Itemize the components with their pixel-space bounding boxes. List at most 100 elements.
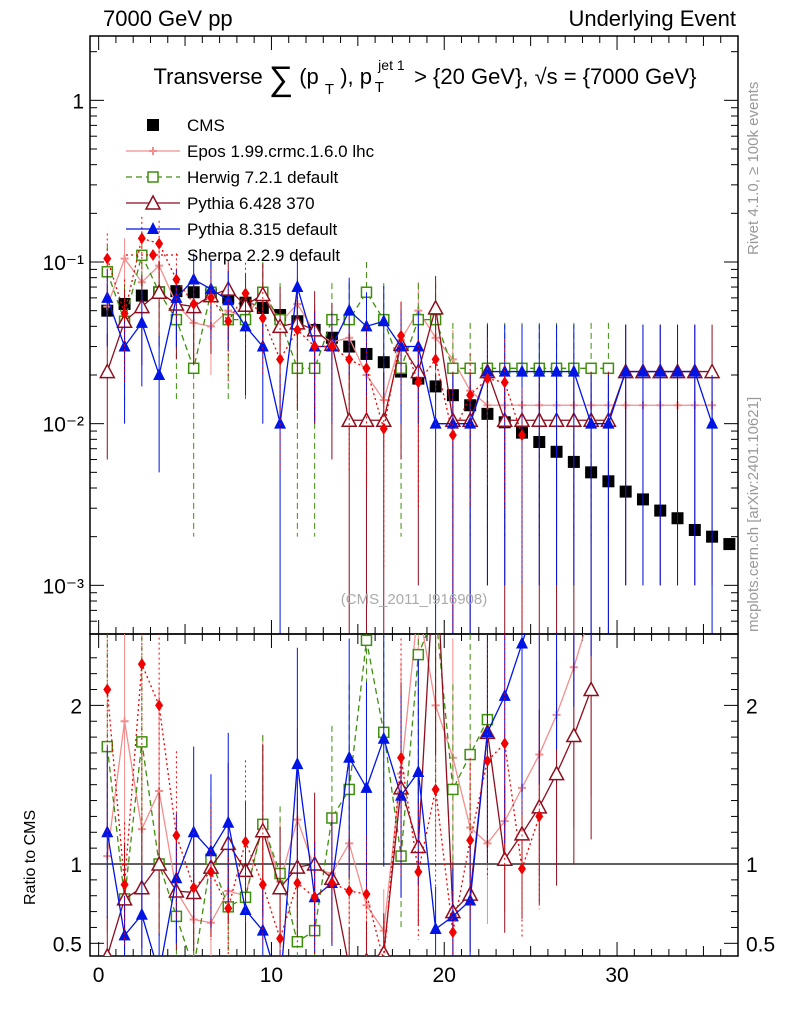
data-point bbox=[153, 368, 166, 381]
ratio-point bbox=[447, 783, 459, 796]
legend-label: Sherpa 2.2.9 default bbox=[187, 246, 340, 265]
mcplots-label: mcplots.cern.ch [arXiv:2401.10621] bbox=[745, 396, 762, 632]
data-point bbox=[500, 376, 509, 389]
data-point bbox=[343, 303, 356, 316]
ratio-point bbox=[276, 932, 285, 945]
ratio-point bbox=[565, 726, 583, 743]
ratio-ylabel: Ratio to CMS bbox=[22, 809, 39, 905]
ratio-point bbox=[155, 699, 164, 712]
data-point bbox=[360, 319, 373, 332]
ratio-point bbox=[412, 648, 425, 661]
y-tick-label: 1 bbox=[72, 90, 84, 113]
legend-label: Epos 1.99.crmc.1.6.0 lhc bbox=[187, 142, 375, 161]
ratio-line bbox=[106, 634, 592, 956]
ratio-series-layer bbox=[101, 634, 600, 978]
data-point bbox=[585, 416, 598, 429]
ratio-point bbox=[241, 835, 250, 848]
header-left: 7000 GeV pp bbox=[103, 6, 233, 31]
x-tick-label: 30 bbox=[605, 964, 628, 987]
ratio-point bbox=[327, 877, 336, 890]
data-point bbox=[516, 364, 528, 377]
ratio-point bbox=[446, 909, 459, 922]
title-pjet-sub: T bbox=[375, 79, 384, 96]
ratio-point bbox=[258, 878, 267, 891]
data-point bbox=[358, 411, 375, 427]
data-point bbox=[204, 282, 217, 295]
data-point bbox=[481, 364, 494, 377]
data-point bbox=[619, 364, 632, 377]
data-point bbox=[135, 315, 148, 328]
ratio-point bbox=[382, 954, 385, 956]
ratio-point bbox=[414, 865, 423, 878]
data-point bbox=[327, 340, 336, 353]
data-point bbox=[345, 353, 354, 366]
data-point bbox=[671, 364, 684, 377]
ratio-point bbox=[136, 736, 148, 748]
title-pre: Transverse bbox=[154, 64, 263, 89]
ratio-point bbox=[120, 878, 129, 891]
data-point bbox=[377, 314, 390, 327]
legend-label: Pythia 8.315 default bbox=[187, 220, 338, 239]
ratio-point bbox=[189, 881, 198, 894]
data-point bbox=[414, 376, 423, 389]
y-tick-label: 10⁻² bbox=[43, 414, 84, 437]
ratio-point bbox=[377, 944, 391, 956]
data-point bbox=[431, 353, 440, 366]
ratio-point bbox=[360, 634, 373, 647]
ratio-y-tick-label: 0.5 bbox=[53, 933, 82, 956]
ratio-panel: 0 10 20 30 0.5 0.5 1 1 2 2 bbox=[53, 633, 775, 987]
data-point bbox=[256, 339, 269, 352]
ratio-point bbox=[222, 815, 235, 828]
data-point bbox=[379, 422, 388, 435]
data-point bbox=[271, 317, 289, 334]
data-point bbox=[137, 232, 146, 245]
ratio-series-sherpa-2-2-9-default bbox=[103, 634, 544, 956]
data-point bbox=[239, 319, 252, 332]
ratio-point bbox=[206, 865, 215, 878]
data-point bbox=[291, 280, 304, 293]
data-point bbox=[189, 297, 198, 310]
y-tick-label: 10⁻¹ bbox=[43, 252, 84, 275]
x-tick-label: 20 bbox=[433, 964, 456, 987]
ratio-point bbox=[429, 922, 442, 935]
ratio-point bbox=[481, 725, 494, 738]
data-point bbox=[362, 362, 371, 375]
ratio-point bbox=[498, 688, 511, 701]
ratio-point bbox=[310, 891, 319, 904]
data-point bbox=[723, 538, 736, 551]
ratio-y-tick-label: 0.5 bbox=[746, 933, 775, 956]
data-point bbox=[293, 323, 302, 336]
ratio-line bbox=[106, 663, 540, 956]
ratio-frame bbox=[89, 633, 739, 957]
ratio-point bbox=[345, 884, 354, 897]
data-point bbox=[654, 364, 667, 377]
ratio-point bbox=[360, 780, 373, 793]
data-point bbox=[99, 362, 116, 379]
ratio-point bbox=[483, 754, 492, 767]
analysis-tag: (CMS_2011_I916908) bbox=[341, 591, 487, 608]
data-point bbox=[427, 299, 444, 315]
ratio-point bbox=[397, 751, 406, 764]
data-point bbox=[224, 315, 233, 328]
legend-label: Pythia 6.428 370 bbox=[187, 194, 315, 213]
ratio-point bbox=[254, 822, 272, 838]
series-epos-1-99-crmc-1-6-0-lhc bbox=[103, 238, 717, 449]
ratio-point bbox=[535, 810, 544, 823]
data-point bbox=[172, 273, 181, 286]
ratio-point bbox=[582, 680, 600, 697]
ratio-point bbox=[150, 855, 168, 871]
data-point bbox=[448, 429, 457, 442]
ratio-point bbox=[412, 765, 425, 777]
ratio-y-tick-label: 2 bbox=[70, 695, 82, 718]
data-point bbox=[206, 291, 215, 304]
ratio-point bbox=[153, 966, 165, 978]
data-point bbox=[120, 254, 129, 263]
ratio-point bbox=[513, 825, 531, 841]
x-tick-label: 10 bbox=[260, 964, 283, 987]
x-tick-label: 0 bbox=[93, 964, 105, 987]
data-point bbox=[397, 329, 406, 342]
ratio-point bbox=[516, 636, 528, 649]
ratio-point bbox=[187, 825, 200, 838]
